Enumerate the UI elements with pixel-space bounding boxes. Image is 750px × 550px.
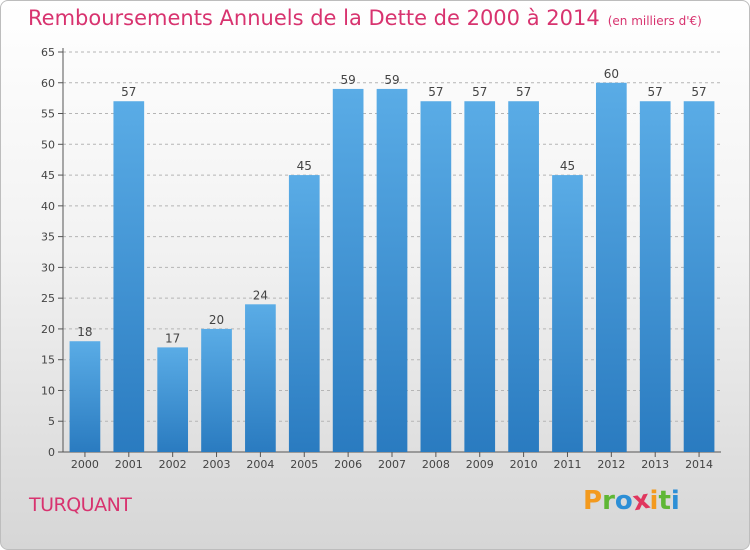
chart-title: Remboursements Annuels de la Dette de 20… xyxy=(28,6,702,30)
commune-name: TURQUANT xyxy=(29,494,132,516)
bar-2011 xyxy=(552,175,583,453)
bar-value-label: 57 xyxy=(691,85,706,99)
logo-letter: t xyxy=(658,486,671,516)
bar-2006 xyxy=(332,88,364,452)
x-tick-label: 2011 xyxy=(553,458,581,471)
bar-2009 xyxy=(464,101,496,452)
x-tick-label: 2006 xyxy=(334,458,362,471)
bar-value-label: 45 xyxy=(560,159,575,173)
y-tick-label: 20 xyxy=(41,323,55,336)
x-tick-label: 2003 xyxy=(203,458,231,471)
y-tick-label: 10 xyxy=(41,384,55,397)
x-tick-label: 2012 xyxy=(597,458,625,471)
y-tick-label: 65 xyxy=(41,46,55,59)
x-tick-label: 2005 xyxy=(290,458,318,471)
x-tick-label: 2009 xyxy=(466,458,494,471)
y-tick-label: 50 xyxy=(41,138,55,151)
bar-value-label: 59 xyxy=(340,73,355,87)
bar-value-label: 45 xyxy=(297,159,312,173)
bar-value-label: 57 xyxy=(472,85,487,99)
bar-2010 xyxy=(508,101,539,452)
logo-letter: r xyxy=(602,486,615,516)
bar-value-label: 17 xyxy=(165,331,180,345)
y-tick-label: 15 xyxy=(41,354,55,367)
bar-value-label: 57 xyxy=(648,85,663,99)
logo-letter: i xyxy=(649,486,659,516)
x-tick-label: 2004 xyxy=(246,458,274,471)
bar-2008 xyxy=(420,101,452,452)
logo-letter: P xyxy=(583,486,603,516)
x-tick-label: 2008 xyxy=(422,458,450,471)
chart-title-unit: (en milliers d'€) xyxy=(607,14,702,28)
bar-2014 xyxy=(683,101,715,452)
proxiti-logo: Proxiti xyxy=(583,485,680,517)
bar-2005 xyxy=(288,175,320,453)
logo-letter: o xyxy=(614,486,633,516)
x-tick-label: 2010 xyxy=(510,458,538,471)
y-tick-label: 60 xyxy=(41,77,55,90)
bar-value-label: 57 xyxy=(428,85,443,99)
y-tick-label: 55 xyxy=(41,108,55,121)
bar-2000 xyxy=(69,341,101,452)
bar-value-label: 59 xyxy=(384,73,399,87)
y-tick-label: 45 xyxy=(41,169,55,182)
x-tick-label: 2002 xyxy=(159,458,187,471)
bar-2003 xyxy=(201,328,232,452)
bar-value-label: 57 xyxy=(121,85,136,99)
bar-2012 xyxy=(595,82,627,453)
bar-2002 xyxy=(157,347,189,452)
chart-title-text: Remboursements Annuels de la Dette de 20… xyxy=(28,6,600,30)
y-tick-label: 5 xyxy=(48,415,55,428)
bar-2013 xyxy=(639,101,671,452)
bar-2004 xyxy=(245,304,276,452)
bar-value-label: 57 xyxy=(516,85,531,99)
bar-value-label: 20 xyxy=(209,313,224,327)
y-tick-label: 30 xyxy=(41,261,55,274)
bar-value-label: 24 xyxy=(253,288,268,302)
x-tick-label: 2007 xyxy=(378,458,406,471)
y-tick-label: 40 xyxy=(41,200,55,213)
y-tick-label: 0 xyxy=(48,446,55,459)
bar-2007 xyxy=(376,88,408,452)
x-tick-label: 2014 xyxy=(685,458,713,471)
y-tick-label: 25 xyxy=(41,292,55,305)
bar-value-label: 60 xyxy=(604,67,619,81)
x-tick-label: 2013 xyxy=(641,458,669,471)
logo-letter: i xyxy=(670,486,680,516)
bar-value-label: 18 xyxy=(77,325,92,339)
bar-2001 xyxy=(113,101,145,452)
y-tick-label: 35 xyxy=(41,231,55,244)
x-tick-label: 2000 xyxy=(71,458,99,471)
x-tick-label: 2001 xyxy=(115,458,143,471)
